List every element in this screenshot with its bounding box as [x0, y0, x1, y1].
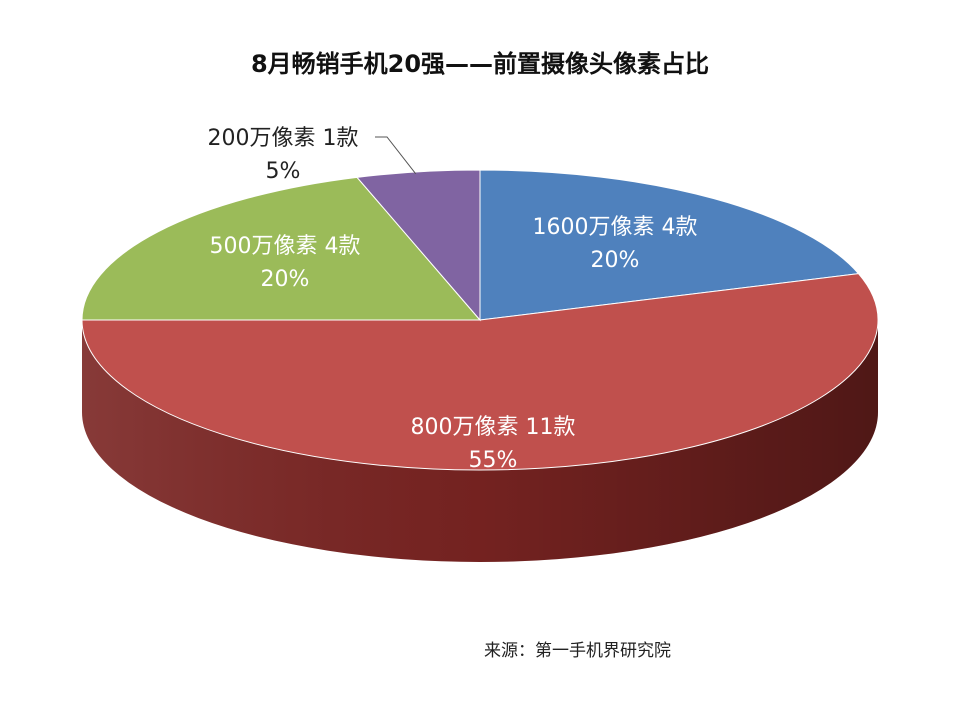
slice-percent-1: 55%: [469, 448, 518, 473]
source-note: 来源：第一手机界研究院: [484, 641, 671, 661]
slice-label-1: 800万像素 11款: [411, 415, 576, 440]
slice-percent-2: 20%: [261, 267, 310, 292]
slice-label-0: 1600万像素 4款: [533, 215, 698, 240]
slice-percent-0: 20%: [591, 248, 640, 273]
slice-percent-3: 5%: [266, 159, 301, 184]
pie-side-shade-1: [82, 320, 878, 562]
leader-line-3: [375, 136, 417, 175]
slice-label-2: 500万像素 4款: [210, 234, 361, 259]
pie-slice-1: [81, 273, 879, 471]
chart-title: 8月畅销手机20强——前置摄像头像素占比: [250, 50, 710, 78]
pie-slice-3: [356, 169, 481, 322]
slice-label-3: 200万像素 1款: [208, 126, 359, 151]
pie-slice-2: [81, 176, 482, 321]
pie-slice-0: [479, 169, 860, 321]
